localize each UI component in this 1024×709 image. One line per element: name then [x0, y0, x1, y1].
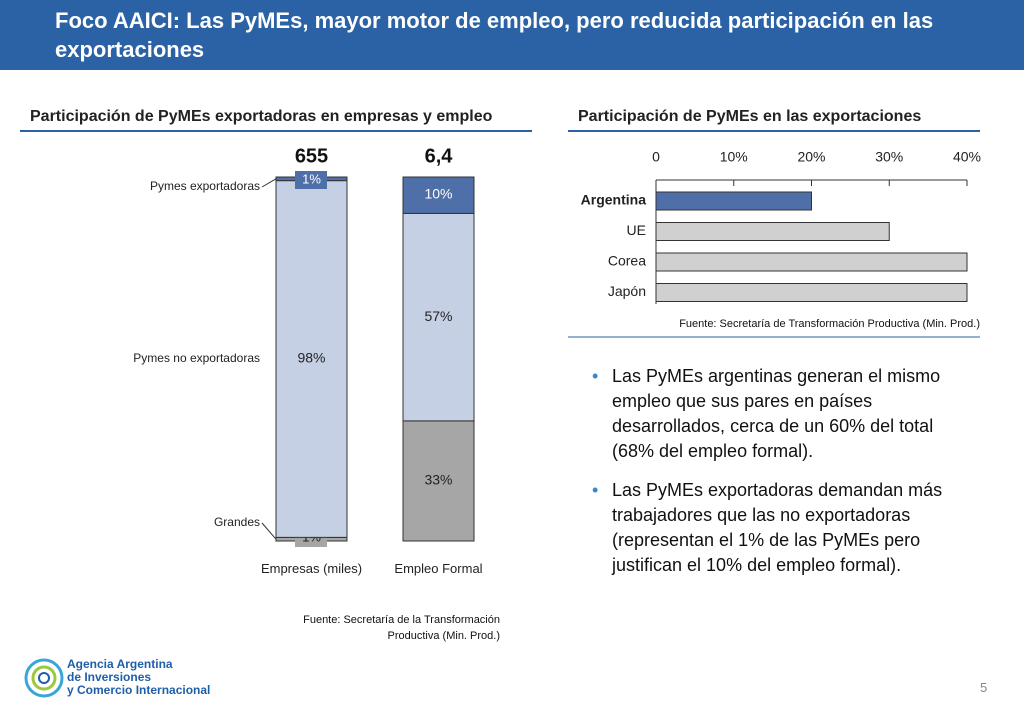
page-number: 5 [980, 680, 988, 695]
x-tick-label: 0 [652, 149, 660, 165]
x-tick-label: 10% [720, 149, 748, 165]
logo-icon [31, 665, 57, 691]
leader-line [261, 522, 277, 540]
logo-text: Agencia Argentina de Inversiones y Comerci… [67, 658, 210, 697]
data-label: 1% [302, 171, 321, 186]
logo-icon [24, 658, 64, 698]
bar-segment [402, 176, 475, 214]
y-tick-label: Corea [608, 253, 646, 269]
label-box [295, 171, 327, 189]
source: Fuente: Secretaría de Transformación Pro… [679, 318, 980, 330]
slide-title: Foco AAICI: Las PyMEs, mayor motor de em… [55, 8, 934, 62]
chart-title: Participación de PyMEs exportadoras en e… [30, 108, 493, 125]
bar-segment [275, 180, 348, 538]
bullet-list: Las PyMEs argentinas generan el mismo em… [590, 364, 970, 592]
leader-line [261, 178, 277, 188]
legend-label: Grandes [214, 515, 260, 529]
chart-title: Participación de PyMEs en las exportacio… [578, 108, 922, 125]
bar-segment [402, 420, 475, 542]
logo-line: y Comercio Internacional [67, 683, 211, 697]
data-label: 57% [424, 308, 452, 324]
legend-label: Pymes no exportadoras [133, 351, 260, 365]
total-label: 655 [295, 145, 328, 167]
bullet: Las PyMEs argentinas generan el mismo em… [590, 364, 970, 464]
source: Fuente: Secretaría de la Transformación … [303, 614, 500, 642]
bullet: Las PyMEs exportadoras demandan más trab… [590, 478, 970, 578]
data-label: 10% [424, 186, 452, 202]
logo-line: de Inversiones [67, 670, 152, 684]
x-tick-label: 20% [797, 149, 825, 165]
x-tick-label: Empresas (miles) [260, 561, 363, 576]
bar [655, 222, 890, 241]
data-label: 33% [424, 472, 452, 488]
bar-segment [402, 212, 475, 422]
data-label: 98% [297, 350, 325, 366]
total-label: 6,4 [425, 145, 454, 167]
header-bar [0, 0, 1024, 70]
y-tick-label: Argentina [581, 192, 647, 208]
x-tick-label: Empleo Formal [394, 561, 483, 576]
logo-icon [38, 672, 50, 684]
x-tick-label: 30% [875, 149, 903, 165]
bar [655, 252, 968, 272]
legend-label: Pymes exportadoras [150, 179, 260, 193]
bar [655, 191, 812, 211]
bar [655, 283, 968, 302]
y-tick-label: Japón [608, 283, 646, 299]
y-tick-label: UE [627, 222, 646, 238]
x-tick-label: 40% [953, 149, 981, 165]
logo-line: Agencia Argentina [67, 657, 173, 671]
